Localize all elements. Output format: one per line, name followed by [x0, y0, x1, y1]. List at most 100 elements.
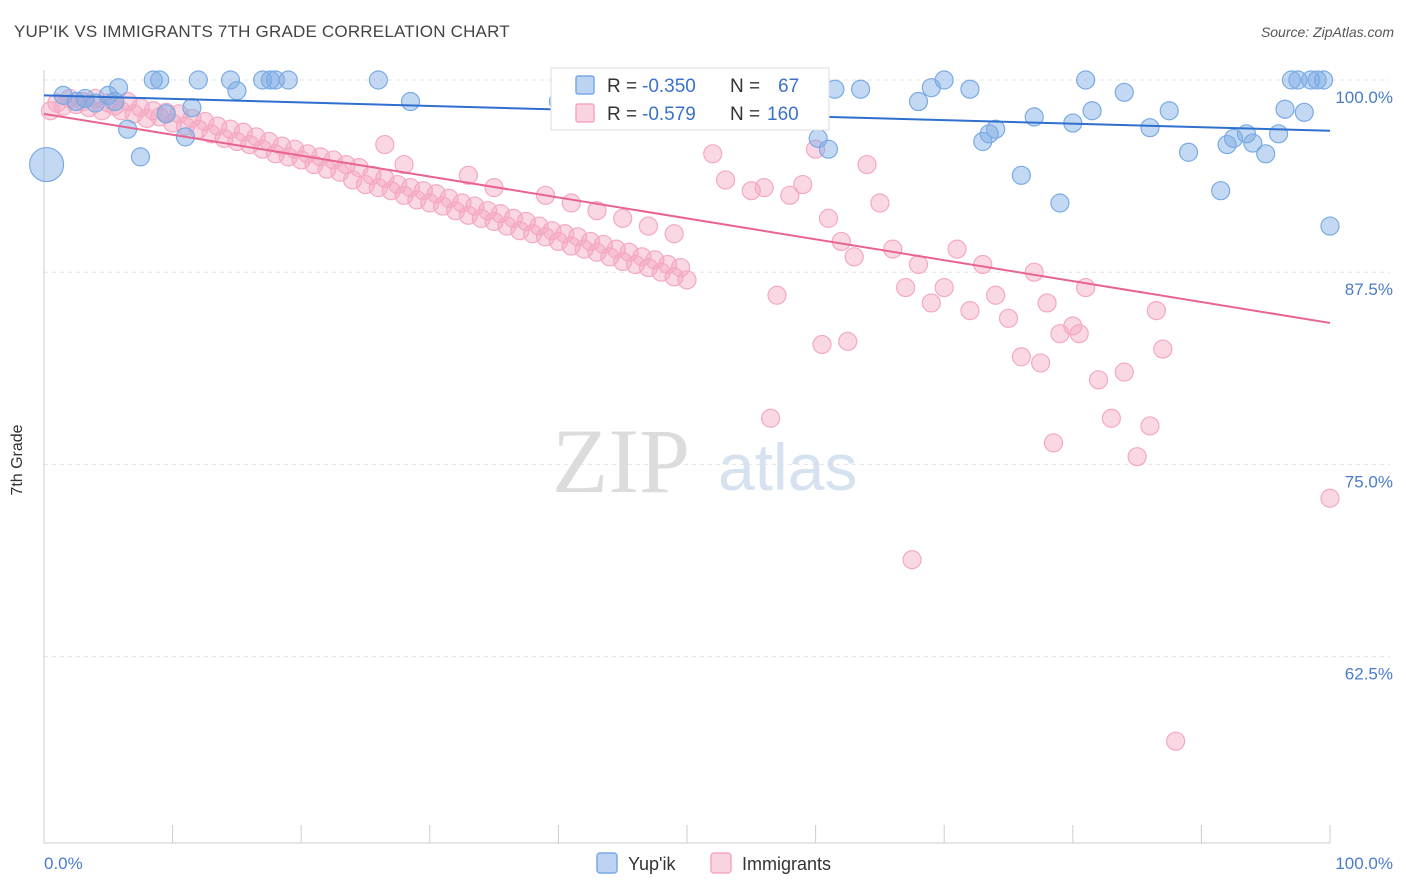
- immigrants-point: [613, 208, 633, 228]
- legend-label-yupik: Yup'ik: [628, 854, 676, 874]
- yupik-point: [1211, 181, 1231, 201]
- immigrants-point: [896, 277, 916, 298]
- immigrants-point: [304, 154, 324, 175]
- immigrants-point: [1101, 408, 1121, 428]
- yupik-point: [1082, 101, 1102, 121]
- yupik-point: [278, 70, 298, 90]
- immigrants-point: [921, 293, 941, 313]
- yupik-point: [934, 70, 954, 90]
- immigrants-point: [587, 242, 607, 262]
- series-yupik-points: [28, 70, 1340, 236]
- immigrants-point: [1153, 339, 1173, 359]
- stats-r-value-yupik: -0.350: [642, 76, 696, 97]
- immigrants-point: [1063, 316, 1083, 336]
- immigrants-point: [465, 196, 485, 216]
- immigrants-point: [1114, 362, 1134, 382]
- stats-n-label-immigrants: N =: [730, 104, 760, 125]
- yupik-point: [150, 70, 170, 90]
- immigrants-point: [883, 239, 903, 259]
- yupik-point: [1275, 99, 1295, 119]
- immigrants-point: [780, 185, 800, 205]
- yupik-point: [1294, 102, 1314, 122]
- immigrants-point: [1166, 731, 1186, 751]
- y-tick-label-2: 75.0%: [1345, 472, 1393, 491]
- y-tick-label-1: 87.5%: [1345, 280, 1393, 299]
- legend-swatch-yupik: [596, 852, 618, 874]
- immigrants-point: [1088, 370, 1109, 390]
- yupik-point: [986, 119, 1006, 139]
- immigrants-point: [458, 165, 478, 185]
- immigrants-point: [240, 134, 260, 155]
- immigrants-point: [433, 196, 453, 216]
- yupik-point: [188, 70, 208, 90]
- immigrants-point: [593, 234, 614, 255]
- immigrants-point: [529, 216, 549, 236]
- yupik-point: [960, 79, 980, 99]
- immigrants-point: [548, 231, 569, 252]
- immigrants-point: [375, 134, 395, 155]
- immigrants-point: [568, 227, 588, 247]
- yupik-point: [908, 91, 929, 112]
- immigrants-point: [934, 277, 954, 298]
- immigrants-point: [793, 174, 813, 195]
- yupik-point: [973, 131, 993, 152]
- y-tick-labels: 100.0% 87.5% 75.0% 62.5%: [1335, 88, 1393, 684]
- immigrants-point: [600, 247, 620, 267]
- immigrants-point: [1140, 416, 1160, 436]
- yupik-point: [1320, 216, 1340, 236]
- watermark-zip: ZIP: [552, 410, 690, 512]
- immigrants-point: [638, 257, 659, 278]
- yupik-point: [1243, 133, 1263, 153]
- immigrants-point: [484, 211, 504, 232]
- immigrants-point: [394, 185, 414, 205]
- yupik-point: [130, 147, 151, 167]
- immigrants-point: [445, 201, 466, 221]
- immigrants-point: [246, 127, 266, 147]
- immigrants-point: [1031, 353, 1051, 373]
- stats-swatch-yupik: [575, 75, 595, 95]
- yupik-point: [1256, 144, 1276, 164]
- legend-swatch-immigrants: [710, 852, 732, 874]
- stats-r-label-yupik: R =: [607, 76, 637, 97]
- immigrants-point: [1320, 488, 1340, 508]
- axes: [43, 70, 1331, 844]
- immigrants-point: [664, 224, 684, 244]
- immigrants-point: [998, 308, 1019, 328]
- immigrants-point: [195, 111, 215, 132]
- gridlines: [44, 79, 1390, 658]
- immigrants-point: [233, 122, 253, 142]
- immigrants-point: [1024, 262, 1044, 282]
- immigrants-point: [561, 193, 581, 213]
- yupik-point: [1114, 82, 1134, 102]
- yupik-point: [220, 70, 241, 90]
- immigrants-point: [1146, 301, 1166, 321]
- yupik-point: [368, 70, 388, 90]
- stats-n-value-immigrants: 160: [767, 104, 799, 125]
- immigrants-point: [670, 257, 691, 278]
- immigrants-point: [677, 270, 697, 290]
- immigrants-point: [818, 208, 839, 228]
- immigrants-point: [754, 178, 774, 198]
- immigrants-point: [1069, 324, 1089, 344]
- immigrants-point: [844, 247, 864, 267]
- yupik-point: [851, 79, 871, 99]
- stats-box-frame: [550, 67, 830, 131]
- yupik-point: [227, 81, 247, 101]
- stats-swatch-immigrants: [575, 103, 595, 123]
- yupik-point: [1178, 142, 1199, 162]
- immigrants-point: [767, 285, 787, 305]
- immigrants-point: [516, 211, 536, 232]
- immigrants-point: [986, 285, 1006, 305]
- immigrants-point: [587, 201, 607, 221]
- yupik-point: [1307, 70, 1327, 90]
- stats-n-value-yupik: 67: [778, 76, 799, 97]
- immigrants-point: [439, 188, 459, 208]
- yupik-point: [818, 139, 839, 159]
- yupik-point: [143, 70, 163, 90]
- immigrants-point: [838, 331, 858, 351]
- immigrants-point: [703, 144, 723, 164]
- immigrants-point: [1043, 433, 1064, 453]
- immigrants-point: [426, 184, 446, 204]
- watermark-atlas: atlas: [718, 430, 857, 504]
